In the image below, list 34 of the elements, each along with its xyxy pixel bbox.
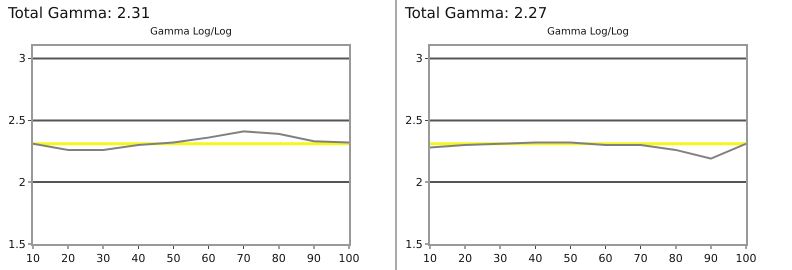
x-tick-label: 40 [528, 252, 542, 266]
x-tick-label: 90 [704, 252, 718, 266]
y-tick-label: 3 [416, 52, 423, 66]
x-tick-label: 70 [634, 252, 648, 266]
y-tick-label: 1.5 [8, 238, 26, 251]
x-tick-label: 80 [272, 252, 286, 266]
x-tick-label: 80 [668, 252, 683, 266]
x-tick-label: 50 [166, 252, 180, 266]
x-tick-label: 100 [736, 252, 756, 266]
y-tick-label: 1.5 [405, 238, 423, 251]
x-tick-label: 20 [61, 252, 76, 266]
y-tick-label: 2.5 [8, 114, 26, 128]
chart-title: Total Gamma: 2.31 [8, 4, 150, 22]
x-tick-label: 60 [202, 252, 216, 266]
chart-title: Total Gamma: 2.27 [405, 4, 548, 22]
line-series [33, 130, 349, 151]
x-tick-label: 10 [26, 252, 40, 266]
y-tick-label: 2 [416, 176, 423, 189]
x-tick-label: 100 [338, 252, 360, 266]
x-tick-label: 50 [563, 252, 578, 266]
x-tick-label: 10 [423, 252, 437, 266]
x-tick-label: 70 [236, 252, 251, 266]
x-tick-label: 40 [131, 252, 146, 266]
line-series [430, 142, 746, 160]
y-tick-label: 3 [18, 52, 26, 66]
x-tick-label: 30 [96, 252, 110, 266]
chart-subtitle: Gamma Log/Log [547, 26, 629, 38]
x-tick-label: 90 [306, 252, 321, 266]
y-tick-label: 2 [18, 176, 26, 189]
x-tick-label: 30 [493, 252, 508, 266]
x-tick-label: 20 [458, 252, 472, 266]
x-tick-label: 60 [598, 252, 613, 266]
y-tick-label: 2.5 [405, 114, 423, 128]
chart-subtitle: Gamma Log/Log [150, 26, 232, 38]
